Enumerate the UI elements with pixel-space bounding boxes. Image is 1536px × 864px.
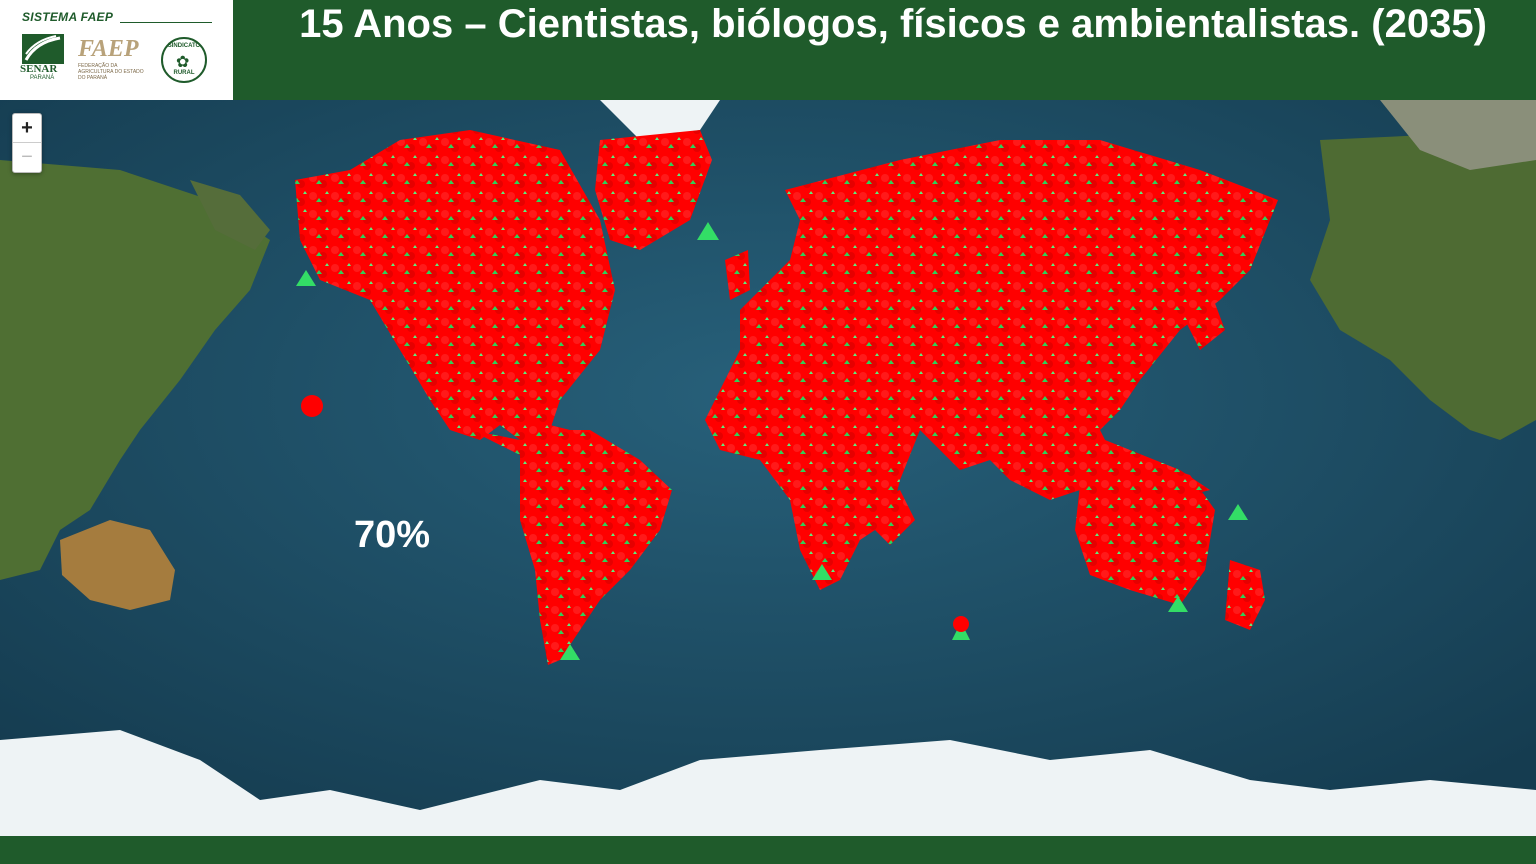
kamchatka-land xyxy=(190,180,270,250)
alaska-money-bag-marker xyxy=(296,270,316,286)
senar-label: SENAR xyxy=(20,63,58,75)
north-america-right-land xyxy=(1310,130,1536,440)
antarctica xyxy=(0,730,1536,836)
south-america-covered xyxy=(520,430,672,665)
seal-label-top: SINDICATO xyxy=(167,43,201,49)
world-map[interactable] xyxy=(0,100,1536,836)
kerguelen-red-marker xyxy=(953,616,969,632)
patagonia-money-bag-marker xyxy=(560,644,580,660)
seal-label-bottom: RURAL xyxy=(173,70,195,76)
eurasia-africa-covered xyxy=(705,140,1278,590)
greenland-top xyxy=(600,100,720,140)
faep-sub-label: FEDERAÇÃO DA AGRICULTURA DO ESTADO DO PA… xyxy=(78,63,144,81)
sistema-faep-label: SISTEMA FAEP xyxy=(22,10,114,24)
japan-covered xyxy=(1180,290,1225,350)
australia-covered xyxy=(1075,460,1215,605)
madagascar-covered xyxy=(870,490,915,545)
percentage-label: 70% xyxy=(354,514,431,556)
faep-logo-text: FAEP xyxy=(78,36,139,62)
hawaii-skull-marker xyxy=(301,395,323,417)
uk-covered xyxy=(725,250,750,300)
map-canvas xyxy=(0,100,1536,836)
east-asia-land xyxy=(0,160,270,580)
zoom-control: + − xyxy=(12,113,42,173)
greenland-covered xyxy=(595,130,712,250)
senar-logo xyxy=(22,34,64,64)
zoom-in-button[interactable]: + xyxy=(13,114,41,143)
arctic-islands-right xyxy=(1380,100,1536,170)
tasmania-money-bag-marker xyxy=(1168,596,1188,612)
logo-divider xyxy=(120,22,212,23)
senar-sub-label: PARANÁ xyxy=(30,75,55,81)
logo-panel: SISTEMA FAEP SENAR PARANÁ FAEP FEDERAÇÃO… xyxy=(0,0,233,100)
cape-money-bag-marker xyxy=(812,564,832,580)
iceland-money-bag-marker xyxy=(697,222,719,240)
footer-bar xyxy=(0,836,1536,864)
slide-title: 15 Anos – Cientistas, biólogos, físicos … xyxy=(299,2,1487,46)
header-bar: SISTEMA FAEP SENAR PARANÁ FAEP FEDERAÇÃO… xyxy=(0,0,1536,100)
fiji-money-bag-marker xyxy=(1228,504,1248,520)
zoom-out-button[interactable]: − xyxy=(21,146,33,168)
north-america-covered xyxy=(295,130,615,440)
sindicato-rural-seal: SINDICATO ✿ RURAL xyxy=(161,37,207,83)
leaf-icon: ✿ xyxy=(176,54,190,71)
australia-left-land xyxy=(60,520,175,610)
new-zealand-covered xyxy=(1225,560,1265,630)
